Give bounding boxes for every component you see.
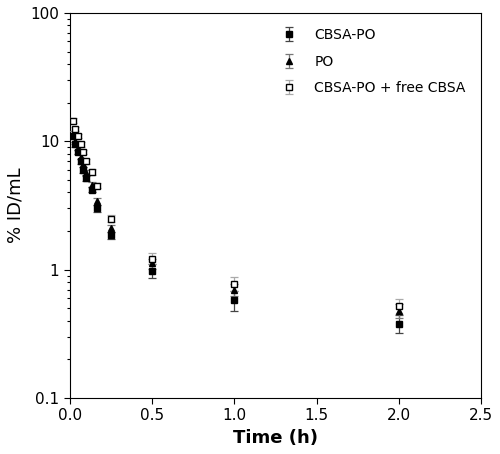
Y-axis label: % ID/mL: % ID/mL <box>7 168 25 243</box>
Legend: CBSA-PO, PO, CBSA-PO + free CBSA: CBSA-PO, PO, CBSA-PO + free CBSA <box>263 20 474 104</box>
X-axis label: Time (h): Time (h) <box>233 429 318 447</box>
